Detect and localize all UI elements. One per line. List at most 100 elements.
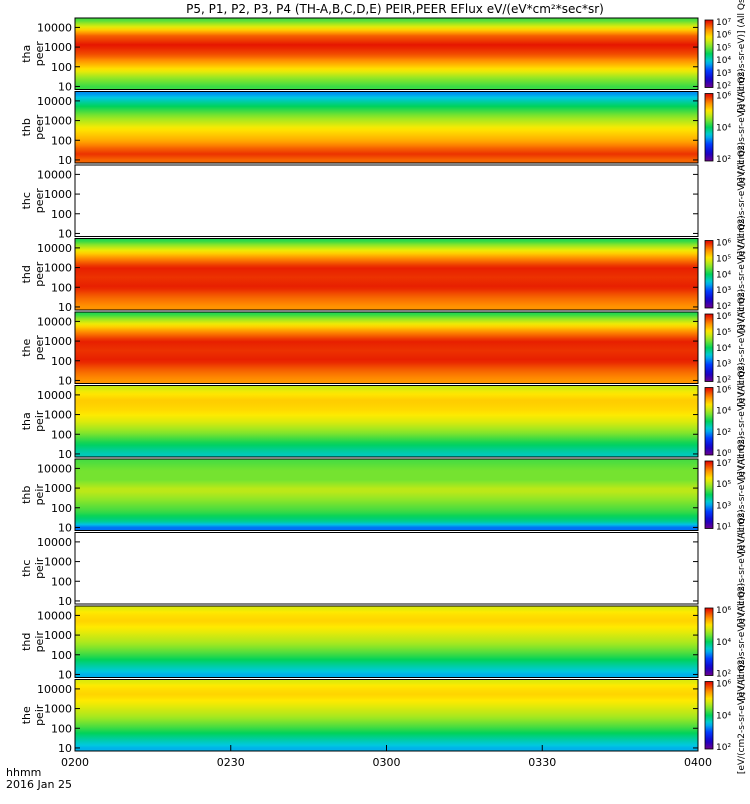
panel-frame: [74, 238, 699, 311]
colorbar-tick-label: 10⁵: [716, 328, 731, 338]
panel-the-peer: 10 100 1000 10000 the peer 10² 10³ 10⁴ 10⁵ 10⁶ [eV/…: [20, 289, 747, 407]
colorbar: [704, 240, 714, 309]
y-tick-label: 100: [51, 649, 72, 662]
colorbar-tick-label: 10⁵: [716, 480, 731, 490]
y-tick-label: 10000: [37, 242, 72, 255]
y-tick-label: 10000: [37, 683, 72, 696]
colorbar-tick-label: 10²: [716, 302, 731, 312]
y-tick-label: 10000: [37, 168, 72, 181]
colorbar-units-label: [eV/(cm2-s-sr-eV)] (All Qs): [737, 583, 747, 701]
colorbar-tick-label: 10⁶: [716, 680, 731, 690]
spectrogram-fill: [75, 679, 698, 751]
x-label-date: 2016 Jan 25: [6, 778, 72, 791]
colorbar-units-label: [eV/(cm2-s-sr-eV)] (All Qs): [737, 436, 747, 554]
colorbar-units-label: [eV/(cm2-s-sr-eV)] (All Qs): [737, 142, 747, 260]
colorbar-tick-label: 10³: [716, 501, 731, 511]
x-tick-label: 0330: [528, 756, 556, 769]
panel-frame: [74, 91, 699, 164]
x-tick-label: 0230: [217, 756, 245, 769]
colorbar-tick-label: 10⁴: [716, 344, 731, 354]
y-tick-label: 1000: [44, 41, 72, 54]
y-tick-label: 10000: [37, 609, 72, 622]
panel-thc-peir: 10 100 1000 10000 thc peir [eV/(cm2-s-sr-eV)] …: [20, 509, 747, 627]
colorbar-units-label: [eV/(cm2-s-sr-eV)] (All Qs): [737, 509, 747, 627]
y-tick-label: 10: [58, 521, 72, 534]
colorbar: [704, 387, 714, 456]
panel-label-species: peer: [33, 261, 46, 287]
panel-label-probe: the: [20, 706, 33, 724]
colorbar-tick-label: 10⁴: [716, 123, 731, 133]
y-tick-label: 1000: [44, 188, 72, 201]
y-tick-label: 10000: [37, 315, 72, 328]
colorbar-tick-label: 10⁷: [716, 459, 731, 469]
colorbar-tick-label: 10²: [716, 670, 731, 680]
colorbar-tick-label: 10⁵: [716, 254, 731, 264]
colorbar: [704, 607, 714, 676]
panel-label-probe: thd: [20, 633, 33, 651]
colorbar-units-label: [eV/(cm2-s-sr-eV)] (All Qs): [737, 362, 747, 480]
colorbar-tick-label: 10³: [716, 360, 731, 370]
y-tick-label: 100: [51, 502, 72, 515]
x-tick-label: 0200: [61, 756, 89, 769]
colorbar: [704, 460, 714, 529]
y-tick-label: 100: [51, 355, 72, 368]
spectrogram-fill: [75, 238, 698, 310]
panel-label-species: peer: [33, 114, 46, 140]
panel-the-peir: 10 100 1000 10000 the peir 10² 10⁴ 10⁶ [eV/(cm2-s…: [20, 656, 747, 774]
colorbar: [704, 93, 714, 162]
y-tick-label: 1000: [44, 482, 72, 495]
colorbar-tick-label: 10⁶: [716, 312, 731, 322]
panel-label-species: peer: [33, 335, 46, 361]
y-tick-label: 10: [58, 301, 72, 314]
panel-thd-peer: 10 100 1000 10000 thd peer 10² 10³ 10⁴ 10⁵ 10⁶ [eV/…: [20, 215, 747, 333]
colorbar-tick-label: 10⁶: [716, 386, 731, 396]
panel-tha-peer: 10 100 1000 10000 tha peer 10² 10³ 10⁴ 10⁵ 10⁶ 10⁷ […: [20, 0, 747, 113]
y-tick-label: 10: [58, 742, 72, 755]
panel-label-probe: thc: [20, 192, 33, 209]
colorbar-tick-label: 10²: [716, 743, 731, 753]
colorbar: [704, 681, 714, 750]
y-tick-label: 100: [51, 722, 72, 735]
panel-thb-peer: 10 100 1000 10000 thb peer 10² 10⁴ 10⁶ [eV/(cm2-s…: [20, 68, 747, 186]
x-tick-label: 0300: [373, 756, 401, 769]
colorbar-tick-label: 10¹: [716, 523, 731, 533]
panel-label-probe: thb: [20, 486, 33, 504]
panel-tha-peir: 10 100 1000 10000 tha peir 10⁰ 10² 10⁴ 10⁶ [eV/(cm…: [20, 362, 747, 480]
y-tick-label: 10000: [37, 21, 72, 34]
colorbar-tick-label: 10⁴: [716, 407, 731, 417]
panel-label-probe: thb: [20, 118, 33, 136]
colorbar-tick-label: 10⁴: [716, 638, 731, 648]
panel-frame: [74, 385, 699, 458]
y-tick-label: 10: [58, 80, 72, 93]
colorbar-tick-label: 10⁶: [716, 606, 731, 616]
y-tick-label: 1000: [44, 409, 72, 422]
colorbar-tick-label: 10²: [716, 428, 731, 438]
colorbar-tick-label: 10²: [716, 376, 731, 386]
x-label-hhmm: hhmm: [6, 766, 41, 779]
y-tick-label: 10000: [37, 95, 72, 108]
y-tick-label: 10: [58, 374, 72, 387]
panel-label-species: peir: [33, 557, 46, 579]
y-tick-label: 100: [51, 208, 72, 221]
y-tick-label: 1000: [44, 335, 72, 348]
colorbar-tick-label: 10⁶: [716, 92, 731, 102]
colorbar-tick-label: 10⁴: [716, 56, 731, 66]
panel-label-probe: thc: [20, 560, 33, 577]
spectrogram-fill: [75, 312, 698, 384]
panel-label-species: peer: [33, 41, 46, 67]
colorbar-tick-label: 10⁴: [716, 270, 731, 280]
y-tick-label: 100: [51, 61, 72, 74]
colorbar: [704, 19, 714, 88]
panel-label-species: peer: [33, 188, 46, 214]
spectrogram-fill: [75, 459, 698, 531]
panel-frame: [74, 164, 699, 237]
y-tick-label: 10: [58, 154, 72, 167]
colorbar-tick-label: 10³: [716, 286, 731, 296]
panel-frame: [74, 17, 699, 90]
panel-frame: [74, 311, 699, 384]
panel-label-probe: thd: [20, 265, 33, 283]
y-tick-label: 100: [51, 281, 72, 294]
panel-label-probe: the: [20, 338, 33, 356]
y-tick-label: 1000: [44, 703, 72, 716]
